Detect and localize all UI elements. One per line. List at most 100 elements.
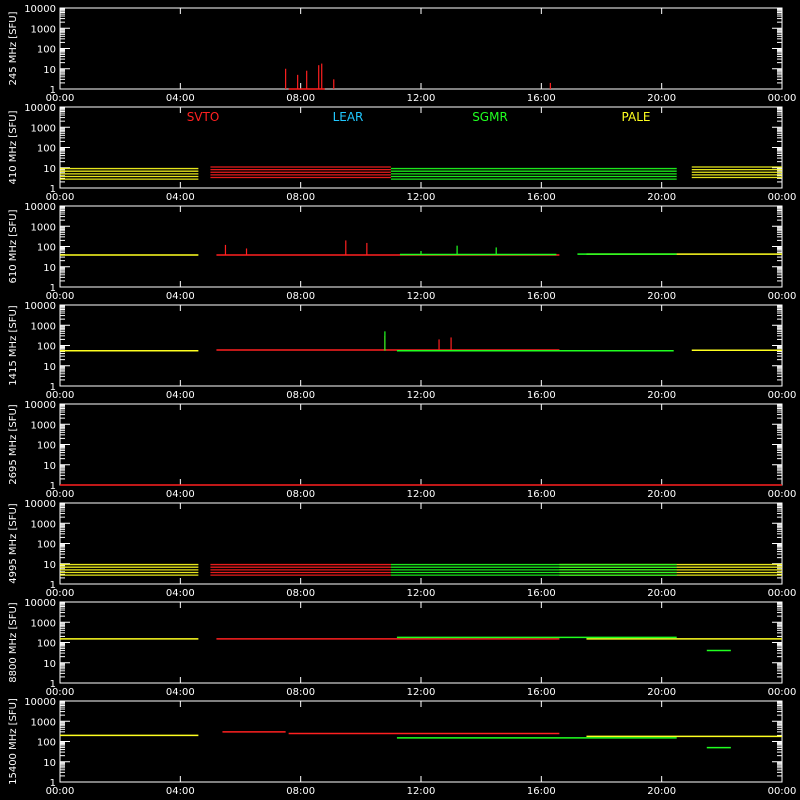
x-tick-label: 12:00 [407, 588, 436, 599]
panel-3: 1 10 100 1000 10000 00:00 04:00 08:00 12:00 16:00… [8, 301, 796, 401]
x-tick-label: 04:00 [166, 588, 195, 599]
x-tick-label: 20:00 [647, 786, 676, 797]
x-tick-label: 20:00 [647, 291, 676, 302]
series-sgmr [396, 636, 731, 652]
y-tick-label: 10 [43, 362, 56, 373]
x-tick-label: 16:00 [527, 192, 556, 203]
y-tick-label: 10000 [24, 598, 56, 609]
y-tick-label: 1000 [31, 321, 56, 332]
y-tick-label: 1 [50, 184, 56, 195]
x-tick-label: 00:00 [768, 192, 797, 203]
series-pale [60, 166, 782, 180]
y-tick-label: 1 [50, 778, 56, 789]
y-tick-label: 100 [37, 738, 56, 749]
x-tick-label: 16:00 [527, 588, 556, 599]
x-tick-label: 20:00 [647, 588, 676, 599]
y-tick-label: 10000 [24, 400, 56, 411]
y-tick-label: 10 [43, 461, 56, 472]
x-tick-label: 00:00 [46, 93, 75, 104]
y-tick-label: 1 [50, 580, 56, 591]
y-axis-label: 610 MHz [SFU] [8, 209, 19, 283]
y-tick-label: 1 [50, 481, 56, 492]
x-tick-label: 16:00 [527, 291, 556, 302]
y-tick-label: 10 [43, 65, 56, 76]
x-tick-label: 00:00 [46, 390, 75, 401]
x-tick-label: 20:00 [647, 93, 676, 104]
legend-pale: PALE [622, 110, 651, 124]
series-sgmr [399, 245, 677, 256]
panel-1: 1 10 100 1000 10000 00:00 04:00 08:00 12:00 16:00… [8, 103, 796, 203]
x-tick-label: 04:00 [166, 291, 195, 302]
y-axis-label: 4995 MHz [SFU] [8, 503, 19, 584]
x-tick-label: 08:00 [286, 192, 315, 203]
y-tick-label: 10000 [24, 103, 56, 114]
x-tick-label: 00:00 [46, 291, 75, 302]
series-sgmr [390, 563, 677, 576]
panel-2: 1 10 100 1000 10000 00:00 04:00 08:00 12:00 16:00… [8, 202, 796, 302]
y-tick-label: 1000 [31, 222, 56, 233]
x-tick-label: 00:00 [768, 390, 797, 401]
x-tick-label: 00:00 [46, 192, 75, 203]
y-tick-label: 100 [37, 243, 56, 254]
y-tick-label: 10 [43, 263, 56, 274]
panel-0: 1 10 100 1000 10000 00:00 04:00 08:00 12:00 16:00… [8, 4, 796, 104]
x-tick-label: 04:00 [166, 786, 195, 797]
x-tick-label: 16:00 [527, 786, 556, 797]
y-tick-label: 10 [43, 164, 56, 175]
x-tick-label: 00:00 [46, 786, 75, 797]
x-tick-label: 16:00 [527, 489, 556, 500]
y-tick-label: 10000 [24, 4, 56, 15]
y-axis-label: 1415 MHz [SFU] [8, 305, 19, 386]
x-tick-label: 00:00 [46, 588, 75, 599]
y-tick-label: 10000 [24, 697, 56, 708]
y-tick-label: 100 [37, 540, 56, 551]
y-tick-label: 1000 [31, 519, 56, 530]
x-tick-label: 20:00 [647, 192, 676, 203]
y-axis-label: 15400 MHz [SFU] [8, 698, 19, 785]
x-tick-label: 08:00 [286, 588, 315, 599]
x-tick-label: 00:00 [768, 786, 797, 797]
y-tick-label: 1000 [31, 123, 56, 134]
x-tick-label: 08:00 [286, 93, 315, 104]
y-tick-label: 10000 [24, 301, 56, 312]
y-tick-label: 10 [43, 659, 56, 670]
x-tick-label: 00:00 [768, 687, 797, 698]
x-tick-label: 00:00 [768, 93, 797, 104]
x-tick-label: 00:00 [768, 291, 797, 302]
x-tick-label: 12:00 [407, 786, 436, 797]
series-pale [60, 734, 782, 738]
y-tick-label: 100 [37, 144, 56, 155]
y-tick-label: 1000 [31, 717, 56, 728]
x-tick-label: 00:00 [768, 489, 797, 500]
series-svto [210, 166, 391, 179]
legend-svto: SVTO [187, 110, 220, 124]
x-tick-label: 04:00 [166, 489, 195, 500]
x-tick-label: 08:00 [286, 489, 315, 500]
y-axis-label: 245 MHz [SFU] [8, 11, 19, 85]
x-tick-label: 00:00 [46, 489, 75, 500]
x-tick-label: 12:00 [407, 390, 436, 401]
y-tick-label: 100 [37, 45, 56, 56]
x-tick-label: 08:00 [286, 291, 315, 302]
y-tick-label: 1000 [31, 618, 56, 629]
x-tick-label: 12:00 [407, 489, 436, 500]
x-tick-label: 20:00 [647, 687, 676, 698]
series-svto [222, 731, 560, 735]
series-svto [210, 563, 391, 576]
panel-6: 1 10 100 1000 10000 00:00 04:00 08:00 12:00 16:00… [8, 598, 796, 698]
series-svto [285, 63, 551, 90]
y-tick-label: 100 [37, 342, 56, 353]
panel-7: 1 10 100 1000 10000 00:00 04:00 08:00 12:00 16:00… [8, 697, 796, 797]
series-sgmr [390, 167, 677, 180]
y-tick-label: 1 [50, 679, 56, 690]
y-axis-label: 8800 MHz [SFU] [8, 602, 19, 683]
y-tick-label: 10000 [24, 499, 56, 510]
x-tick-label: 12:00 [407, 192, 436, 203]
x-tick-label: 04:00 [166, 390, 195, 401]
y-tick-label: 1000 [31, 24, 56, 35]
x-tick-label: 12:00 [407, 687, 436, 698]
x-tick-label: 00:00 [46, 687, 75, 698]
x-tick-label: 00:00 [768, 588, 797, 599]
y-tick-label: 100 [37, 639, 56, 650]
